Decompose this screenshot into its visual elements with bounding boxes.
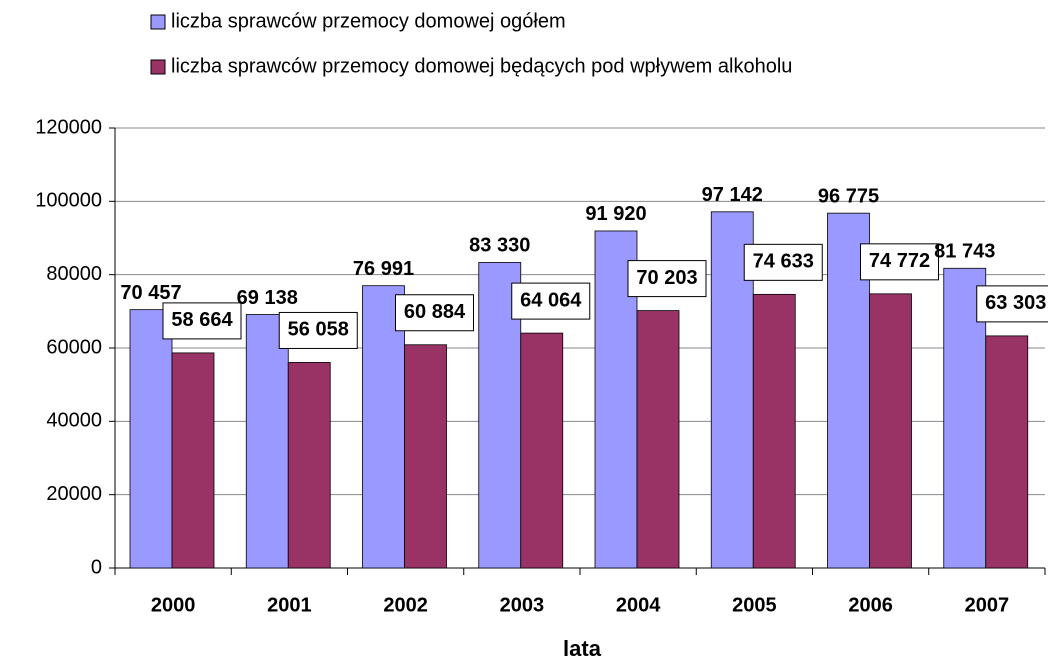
legend-label: liczba sprawców przemocy domowej będącyc… [171,55,792,77]
bar [520,332,564,569]
y-tick-label: 20000 [46,483,102,505]
value-label: 83 330 [469,235,530,257]
x-tick-label: 2003 [500,594,545,616]
x-tick-label: 2002 [383,594,428,616]
y-tick-label: 60000 [46,336,102,358]
value-label: 97 142 [702,184,763,206]
x-tick-label: 2005 [732,594,777,616]
value-label-box [162,302,242,340]
y-tick-label: 80000 [46,263,102,285]
legend-swatch [150,14,166,30]
value-label-box [278,311,358,349]
value-label: 56 058 [288,319,349,341]
bar [752,293,796,569]
value-label: 96 775 [818,185,879,207]
value-label: 69 138 [237,287,298,309]
y-tick-label: 0 [91,556,102,578]
value-label: 70 203 [636,267,697,289]
value-label: 70 457 [120,282,181,304]
x-tick-label: 2006 [848,594,893,616]
x-tick-label: 2004 [616,594,661,616]
value-label-box [976,285,1048,323]
value-label: 81 743 [934,241,995,263]
bar [636,310,680,569]
bar [362,285,405,569]
y-tick-label: 40000 [46,410,102,432]
bar [287,362,331,569]
value-label-box [395,294,474,332]
y-tick-label: 100000 [35,190,102,212]
legend-swatch [150,59,166,75]
y-tick-label: 120000 [35,116,102,138]
value-label: 74 772 [869,250,930,272]
bar [404,344,447,569]
bar [129,309,173,569]
bar [985,335,1029,569]
value-label: 64 064 [520,289,582,311]
value-label: 91 920 [585,203,646,225]
value-label-box [627,260,707,298]
value-label-box [860,243,939,281]
bar [171,352,215,569]
value-label: 60 884 [404,301,466,323]
value-label-box [511,282,591,320]
value-label: 58 664 [171,309,233,331]
value-label: 63 303 [985,292,1046,314]
value-label: 74 633 [753,251,814,273]
legend-label: liczba sprawców przemocy domowej ogółem [171,10,566,32]
bar [245,314,289,569]
x-tick-label: 2007 [965,594,1010,616]
bar [869,293,912,569]
x-tick-label: 2000 [151,594,196,616]
value-label: 76 991 [353,258,414,280]
x-axis-label: lata [563,636,602,661]
x-tick-label: 2001 [267,594,312,616]
value-label-box [743,243,823,281]
